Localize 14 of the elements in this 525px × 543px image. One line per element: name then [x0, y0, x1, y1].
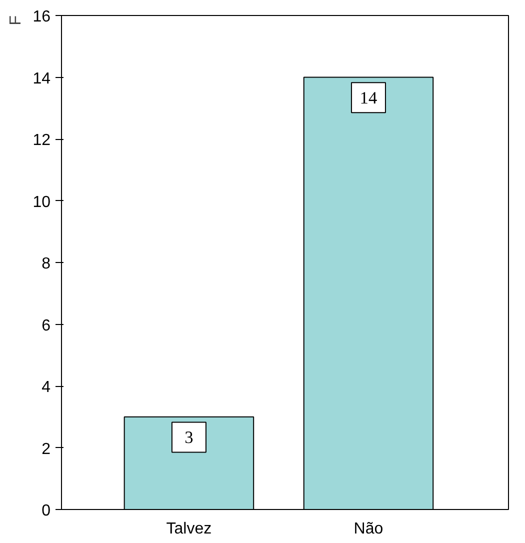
x-tick-label: Talvez [166, 520, 212, 538]
y-tick-label: 8 [42, 256, 51, 272]
y-tick-label: 14 [32, 70, 51, 88]
data-label: 14 [360, 88, 378, 108]
y-tick-label: 6 [42, 317, 51, 334]
y-tick-label: 0 [42, 502, 51, 520]
y-tick-label: 10 [32, 194, 51, 211]
data-label: 3 [184, 428, 194, 448]
y-tick-label: 12 [32, 132, 51, 149]
y-tick-label: 4 [42, 379, 51, 396]
y-tick-label: 2 [42, 440, 51, 458]
y-axis-title: F [8, 15, 24, 26]
y-tick-label: 16 [32, 8, 51, 26]
x-tick-label: Não [354, 520, 384, 538]
